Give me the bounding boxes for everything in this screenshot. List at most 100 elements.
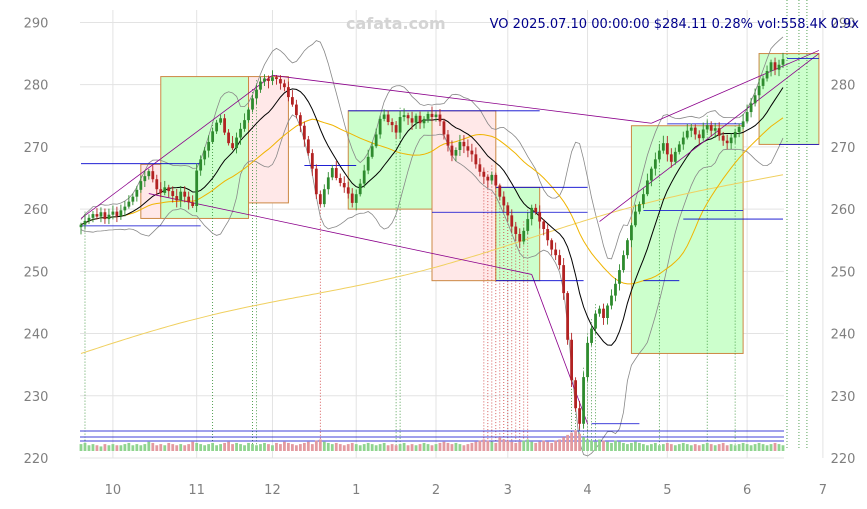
candle-body	[430, 113, 434, 118]
candle-body	[99, 212, 103, 217]
volume-bar	[697, 445, 701, 451]
volume-bar	[235, 442, 238, 451]
candle-body	[490, 174, 494, 181]
candle-body	[275, 77, 278, 80]
candle-body	[135, 189, 139, 197]
volume-bar	[159, 444, 163, 451]
candle-body	[661, 143, 665, 151]
candle-body	[203, 150, 207, 160]
candle-body	[187, 196, 191, 203]
volume-bar	[187, 444, 191, 451]
volume-bar	[175, 445, 179, 451]
volume-bar	[550, 442, 554, 451]
volume-bar	[215, 445, 219, 451]
volume-bar	[306, 441, 310, 451]
volume-bar	[653, 442, 657, 451]
volume-bar	[506, 440, 510, 451]
candle-body	[626, 240, 629, 256]
candle-body	[255, 89, 258, 99]
candle-body	[95, 214, 99, 217]
candle-body	[231, 143, 234, 149]
volume-bar	[729, 444, 733, 451]
candle-body	[155, 179, 159, 190]
volume-bar	[271, 445, 274, 451]
y-tick-label-right: 220	[831, 452, 856, 467]
candle-body	[227, 132, 230, 144]
volume-bar	[442, 441, 446, 451]
candle-body	[526, 219, 530, 231]
y-tick-label-right: 240	[831, 328, 856, 343]
quote-change: 0.28%	[711, 17, 753, 32]
volume-bar	[705, 442, 709, 451]
candle-body	[618, 270, 621, 284]
candle-body	[406, 115, 410, 119]
candle-body	[606, 305, 609, 318]
x-tick-label: 11	[188, 483, 205, 498]
volume-bar	[522, 440, 526, 451]
volume-bar	[586, 439, 589, 451]
volume-bar	[634, 441, 637, 451]
x-tick-label: 12	[264, 483, 281, 498]
candle-body	[705, 125, 709, 130]
candle-body	[338, 178, 342, 183]
candle-body	[550, 240, 554, 250]
candle-body	[306, 139, 310, 154]
bollinger-bands	[80, 36, 784, 457]
volume-bar	[119, 445, 123, 451]
volume-bar	[765, 445, 769, 451]
y-tick-label-left: 250	[24, 265, 49, 280]
volume-bar	[123, 444, 127, 451]
volume-bar	[374, 445, 378, 451]
volume-bar	[163, 445, 167, 451]
trend-line	[651, 50, 820, 124]
volume-bar	[143, 444, 147, 451]
candle-body	[733, 131, 737, 138]
candle-body	[422, 118, 426, 124]
candle-body	[554, 249, 558, 256]
candle-body	[673, 151, 677, 162]
candle-body	[709, 125, 713, 131]
volume-bar	[598, 439, 601, 451]
candle-body	[318, 194, 322, 205]
candle-body	[219, 118, 222, 123]
x-tick-label: 5	[663, 483, 671, 498]
quote-header: VO 2025.07.10 00:00:00 $284.11 0.28% vol…	[490, 17, 859, 32]
candle-body	[239, 128, 242, 138]
volume-bar	[330, 444, 334, 451]
candle-body	[725, 140, 729, 144]
candle-body	[294, 104, 298, 116]
volume-bar	[661, 444, 665, 451]
y-tick-label-left: 240	[24, 328, 49, 343]
volume-bar	[227, 441, 230, 451]
volume-bar	[318, 439, 322, 451]
candle-body	[657, 150, 661, 160]
candle-body	[83, 220, 87, 225]
volume-bar	[458, 444, 462, 451]
candle-body	[757, 85, 761, 96]
volume-bar	[83, 442, 87, 451]
x-tick-label: 4	[583, 483, 591, 498]
y-tick-label-right: 260	[831, 203, 856, 218]
candle-body	[211, 131, 215, 142]
candle-body	[546, 229, 550, 241]
y-axis-ticks: 220 220 230 230 240 240 250 250 260 260 270 270 280 2…	[24, 16, 856, 467]
candle-body	[777, 64, 781, 70]
volume-bar	[87, 445, 91, 451]
y-tick-label-left: 260	[24, 203, 49, 218]
candle-body	[566, 293, 570, 340]
volume-bar	[91, 444, 95, 451]
quote-datetime: 2025.07.10 00:00:00	[512, 17, 650, 32]
candle-body	[502, 196, 506, 206]
volume-bar	[582, 437, 585, 451]
candle-body	[598, 308, 601, 314]
candle-body	[291, 97, 294, 105]
y-tick-label-left: 270	[24, 141, 49, 156]
volume-bar	[247, 442, 250, 451]
candle-body	[139, 181, 143, 190]
candle-body	[578, 408, 581, 424]
candle-body	[342, 182, 346, 188]
volume-bar	[294, 445, 298, 451]
volume-bar	[251, 444, 254, 451]
candle-body	[251, 98, 254, 110]
